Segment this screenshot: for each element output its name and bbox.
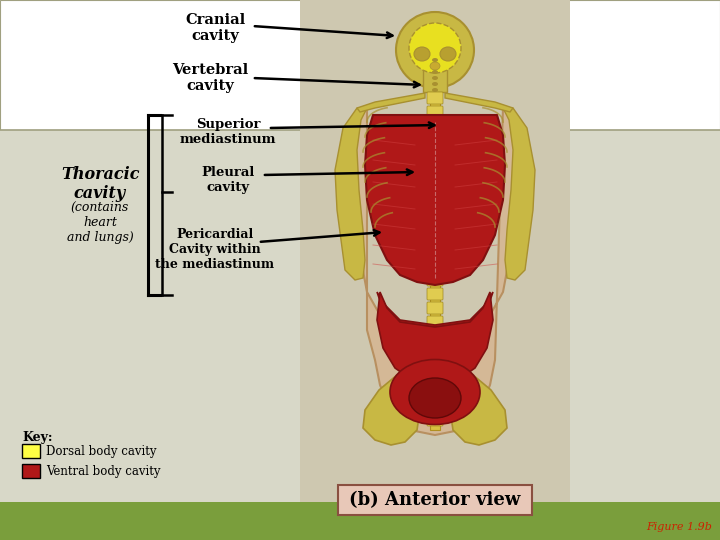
Polygon shape: [351, 108, 519, 435]
Text: (b) Anterior view: (b) Anterior view: [349, 491, 521, 509]
FancyBboxPatch shape: [427, 274, 443, 286]
FancyBboxPatch shape: [427, 358, 443, 370]
FancyBboxPatch shape: [427, 232, 443, 244]
Polygon shape: [377, 292, 493, 348]
FancyBboxPatch shape: [427, 386, 443, 398]
FancyBboxPatch shape: [427, 120, 443, 132]
Ellipse shape: [432, 82, 438, 86]
Text: Pleural
cavity: Pleural cavity: [202, 166, 255, 194]
FancyBboxPatch shape: [427, 204, 443, 216]
Ellipse shape: [440, 47, 456, 61]
FancyBboxPatch shape: [427, 372, 443, 384]
FancyBboxPatch shape: [300, 0, 570, 502]
Text: Pericardial
Cavity within
the mediastinum: Pericardial Cavity within the mediastinu…: [156, 228, 274, 272]
Polygon shape: [335, 108, 367, 280]
Ellipse shape: [414, 47, 430, 61]
Text: Thoracic
cavity: Thoracic cavity: [60, 166, 139, 202]
FancyBboxPatch shape: [427, 302, 443, 314]
FancyBboxPatch shape: [22, 464, 40, 478]
FancyBboxPatch shape: [0, 502, 720, 540]
Ellipse shape: [390, 360, 480, 424]
Polygon shape: [365, 115, 505, 285]
FancyBboxPatch shape: [427, 148, 443, 160]
Text: Dorsal body cavity: Dorsal body cavity: [46, 444, 156, 457]
FancyBboxPatch shape: [427, 344, 443, 356]
FancyBboxPatch shape: [0, 0, 720, 130]
FancyBboxPatch shape: [427, 218, 443, 230]
FancyBboxPatch shape: [427, 316, 443, 328]
FancyBboxPatch shape: [427, 288, 443, 300]
Ellipse shape: [409, 378, 461, 418]
Ellipse shape: [432, 76, 438, 80]
Polygon shape: [445, 93, 513, 112]
FancyBboxPatch shape: [22, 444, 40, 458]
Polygon shape: [377, 292, 493, 385]
FancyBboxPatch shape: [427, 92, 443, 104]
Ellipse shape: [430, 62, 440, 70]
Ellipse shape: [409, 23, 461, 73]
FancyBboxPatch shape: [0, 130, 720, 502]
FancyBboxPatch shape: [338, 485, 532, 515]
Ellipse shape: [432, 70, 438, 74]
FancyBboxPatch shape: [427, 330, 443, 342]
FancyBboxPatch shape: [427, 176, 443, 188]
Ellipse shape: [396, 12, 474, 88]
FancyBboxPatch shape: [430, 90, 440, 430]
Text: Ventral body cavity: Ventral body cavity: [46, 464, 161, 477]
FancyBboxPatch shape: [427, 162, 443, 174]
Polygon shape: [503, 108, 535, 280]
Ellipse shape: [432, 58, 438, 62]
Ellipse shape: [432, 88, 438, 92]
FancyBboxPatch shape: [427, 414, 443, 426]
Polygon shape: [450, 365, 507, 445]
Polygon shape: [363, 365, 420, 445]
Polygon shape: [357, 93, 425, 112]
Text: Vertebral
cavity: Vertebral cavity: [172, 63, 248, 93]
Text: Key:: Key:: [22, 431, 53, 444]
FancyBboxPatch shape: [427, 134, 443, 146]
FancyBboxPatch shape: [427, 246, 443, 258]
Text: Cranial
cavity: Cranial cavity: [185, 13, 245, 43]
FancyBboxPatch shape: [427, 400, 443, 412]
FancyBboxPatch shape: [423, 52, 447, 92]
Ellipse shape: [432, 64, 438, 68]
Text: (contains
heart
and lungs): (contains heart and lungs): [67, 200, 133, 244]
Text: Superior
mediastinum: Superior mediastinum: [180, 118, 276, 146]
FancyBboxPatch shape: [427, 190, 443, 202]
FancyBboxPatch shape: [427, 260, 443, 272]
Text: Figure 1.9b: Figure 1.9b: [646, 522, 712, 532]
FancyBboxPatch shape: [427, 106, 443, 118]
